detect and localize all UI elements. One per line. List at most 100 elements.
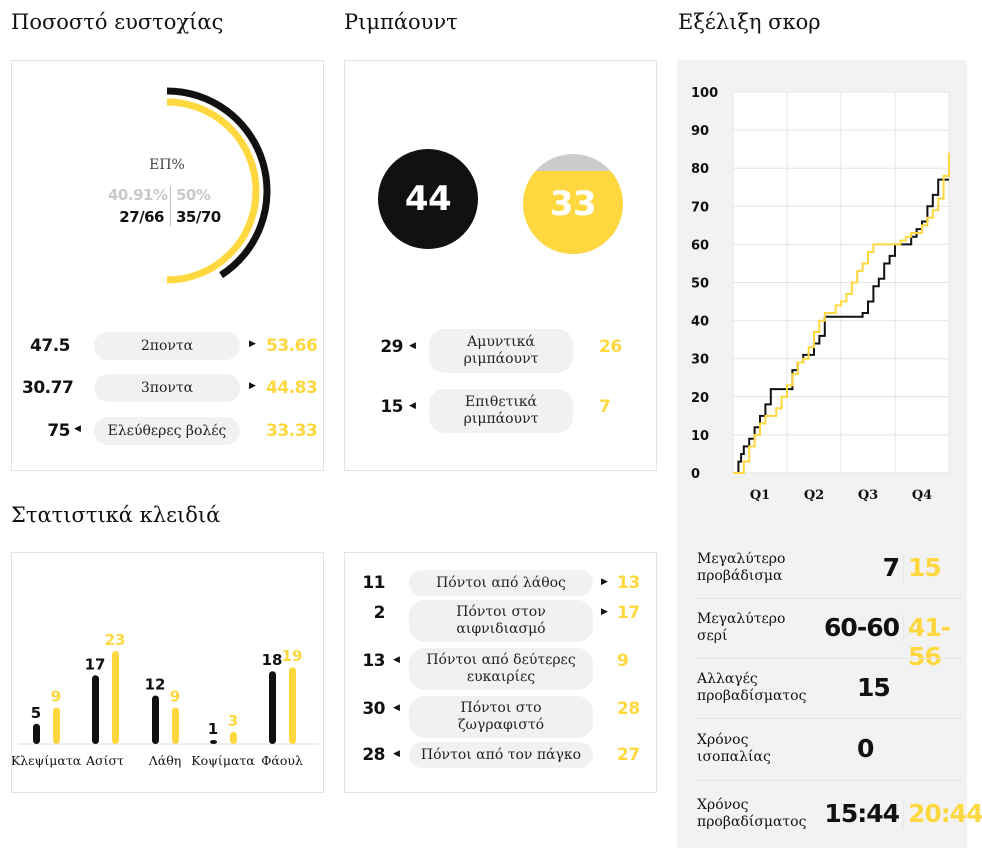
- team-a-rebounds-total: 44: [404, 179, 452, 219]
- fg-ring-label: ΕΠ%: [149, 157, 185, 173]
- score-y-tick-label: 40: [691, 315, 709, 330]
- score-chart: 0 10 20 30 40 50 60 70 80 90 100 Q1 Q2 Q3 Q4: [691, 86, 950, 503]
- summary-divider: [695, 598, 963, 599]
- score-y-tick-label: 20: [691, 391, 709, 406]
- shooting-row-team-b-value: 44.83: [266, 378, 318, 398]
- key-stats-value-team-a: 12: [145, 675, 166, 693]
- arrow-right-icon: ▶: [601, 607, 608, 617]
- key-stats-value-team-b: 23: [105, 631, 126, 649]
- rebounds-heading: Ριμπάουντ: [344, 10, 458, 34]
- points-row-team-a-value: 28: [362, 745, 385, 765]
- rebounds-row-label-line2: ριμπάουντ: [463, 411, 539, 427]
- points-row-team-a-value: 11: [362, 573, 385, 593]
- rebounds-row-team-a-value: 15: [380, 397, 403, 417]
- score-y-tick-label: 100: [691, 86, 718, 101]
- team-b-fg-pct: 50%: [176, 186, 211, 204]
- summary-value-divider: [903, 800, 904, 828]
- score-progress-heading: Εξέλιξη σκορ: [678, 10, 821, 34]
- arrow-left-icon: ◀: [409, 401, 416, 411]
- summary-row-team-a-value: 60-60: [824, 613, 900, 642]
- rebounds-row-team-b-value: 26: [599, 337, 622, 357]
- fg-divider: [170, 186, 171, 226]
- shooting-row-label: Ελεύθερες βολές: [94, 417, 240, 445]
- key-stats-value-team-b: 9: [51, 688, 61, 706]
- arrow-left-icon: ◀: [393, 655, 400, 665]
- summary-value-divider: [903, 554, 904, 582]
- shooting-row-label: 3ποντα: [94, 374, 240, 402]
- points-row-label-line1: Πόντοι από δεύτερες: [426, 652, 576, 668]
- score-y-tick-label: 70: [691, 200, 709, 215]
- points-panel: 11 ▶ Πόντοι από λάθος 13 2 ▶ Πόντοι στον αιφνιδ…: [344, 552, 657, 793]
- team-b-rebounds-fill: [523, 171, 623, 254]
- score-x-tick-label: Q4: [912, 488, 932, 503]
- score-progress-panel: 0 10 20 30 40 50 60 70 80 90 100 Q1 Q2 Q3 Q4 Μεγαλύτερ…: [677, 60, 982, 848]
- summary-row-value: 15: [857, 673, 891, 702]
- arrow-left-icon: ◀: [393, 749, 400, 759]
- key-stats-value-team-b: 19: [282, 647, 303, 665]
- key-stats-bar-team-a: [92, 675, 99, 744]
- key-stats-category-label: Φάουλ: [261, 753, 303, 768]
- rebounds-row-label-line1: Επιθετικά: [464, 394, 538, 410]
- points-row-label: Πόντοι από τον πάγκο: [409, 742, 593, 768]
- summary-row-label: Μεγαλύτερο προβάδισμα: [697, 551, 786, 584]
- key-stats-category-label: Κλεψίματα: [12, 753, 82, 768]
- key-stats-bar-team-a: [152, 695, 159, 744]
- points-row-label-line1: Πόντοι από λάθος: [436, 574, 566, 591]
- summary-divider: [695, 780, 963, 781]
- team-a-fg-pct: 40.91%: [108, 186, 168, 204]
- arrow-left-icon: ◀: [393, 703, 400, 713]
- rebounds-row-label: Αμυντικά ριμπάουντ: [429, 329, 573, 373]
- key-stats-value-team-b: 9: [170, 688, 180, 706]
- score-x-tick-label: Q3: [858, 488, 878, 503]
- points-row-label: Πόντοι από δεύτερες ευκαιρίες: [409, 648, 593, 690]
- shooting-row-team-a-value: 30.77: [22, 378, 74, 398]
- rebounds-row-label-line2: ριμπάουντ: [463, 351, 539, 367]
- points-row-label-line1: Πόντοι στο: [460, 700, 542, 716]
- key-stats-value-team-a: 5: [31, 704, 41, 722]
- key-stats-panel: 5 9 Κλεψίματα 17 23 Ασίστ 12 9 Λάθη 1 3 Κοψίματα 18 1…: [11, 552, 324, 793]
- team-a-rebounds-circle: [378, 149, 478, 249]
- score-y-tick-label: 10: [691, 429, 709, 444]
- shooting-row-label: 2ποντα: [94, 332, 240, 360]
- points-row-label-line1: Πόντοι από τον πάγκο: [420, 746, 582, 763]
- shooting-row-team-b-value: 33.33: [266, 421, 318, 441]
- arrow-right-icon: ▶: [249, 339, 256, 349]
- points-row-team-b-value: 13: [617, 573, 640, 593]
- score-y-tick-label: 90: [691, 124, 709, 139]
- summary-value-divider: [903, 614, 904, 642]
- points-row-label-line2: ζωγραφιστό: [457, 717, 545, 733]
- points-row-team-b-value: 27: [617, 745, 640, 765]
- key-stats-bar-team-b: [172, 707, 179, 744]
- key-stats-bar-team-b: [112, 651, 119, 744]
- key-stats-bar-team-a: [33, 723, 40, 744]
- key-stats-value-team-a: 1: [208, 720, 218, 738]
- arrow-left-icon: ◀: [74, 424, 81, 434]
- score-y-tick-label: 50: [691, 277, 709, 292]
- summary-row-team-a-value: 15:44: [824, 799, 900, 828]
- points-row-team-b-value: 17: [617, 603, 640, 623]
- rebounds-row-label: Επιθετικά ριμπάουντ: [429, 389, 573, 433]
- shooting-row-team-a-value: 75: [47, 421, 70, 441]
- shooting-row-team-a-value: 47.5: [30, 336, 70, 356]
- rebounds-panel: 44 33 29 ◀ Αμυντικά ριμπάουντ 26 15 ◀ Επιθετικά…: [344, 60, 657, 471]
- points-row-label: Πόντοι από λάθος: [409, 570, 593, 596]
- points-row-team-a-value: 30: [362, 699, 385, 719]
- summary-divider: [695, 658, 963, 659]
- points-row-team-a-value: 13: [362, 651, 385, 671]
- points-row-label-line1: Πόντοι στον: [456, 604, 546, 620]
- points-row-label-line2: ευκαιρίες: [466, 669, 536, 685]
- arrow-right-icon: ▶: [601, 577, 608, 587]
- rebounds-row-team-b-value: 7: [599, 397, 611, 417]
- summary-row-team-b-value: 15: [908, 553, 942, 582]
- team-b-rebounds-total: 33: [549, 184, 597, 224]
- key-stats-bar-team-b: [230, 731, 237, 744]
- rebounds-row-label-line1: Αμυντικά: [467, 334, 535, 350]
- key-stats-heading: Στατιστικά κλειδιά: [11, 503, 221, 527]
- team-b-fg-ring: [166, 98, 260, 284]
- rebounds-row-team-a-value: 29: [380, 337, 403, 357]
- summary-row-label: Μεγαλύτερο σερί: [697, 611, 786, 644]
- points-row-team-b-value: 28: [617, 699, 640, 719]
- points-row-label-line2: αιφνιδιασμό: [456, 621, 546, 637]
- score-line-team-b: [733, 152, 950, 474]
